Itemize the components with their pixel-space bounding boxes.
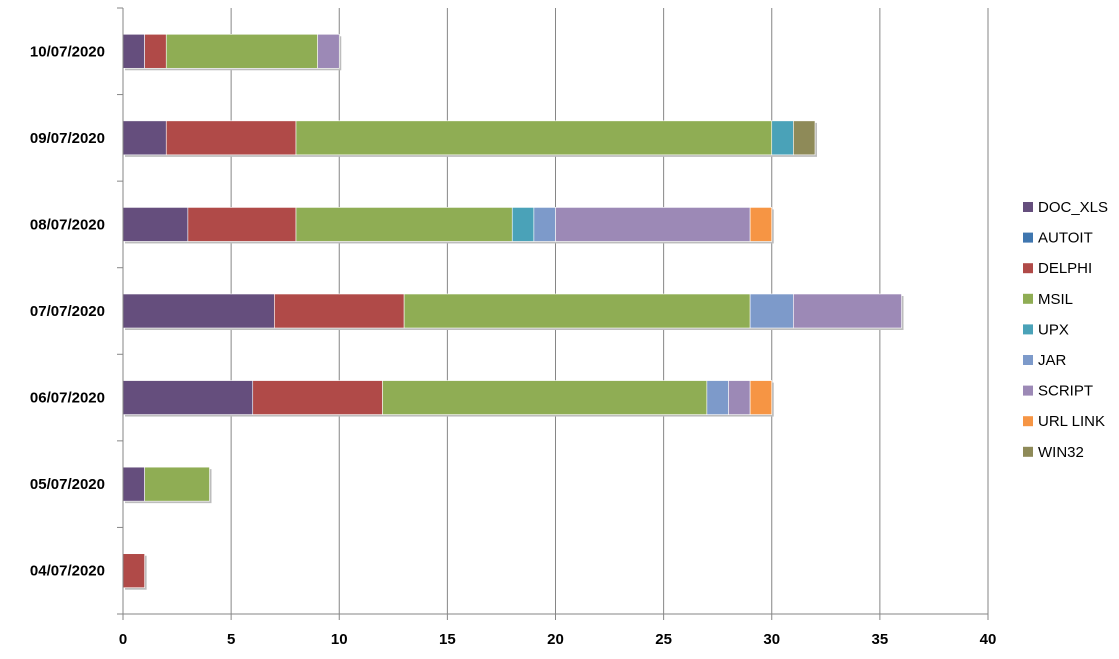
legend-label: MSIL xyxy=(1038,291,1073,308)
bar-segment-upx xyxy=(511,207,535,242)
legend: DOC_XLS AUTOIT DELPHI MSIL UPX JAR SCRIPT URL L… xyxy=(1023,199,1108,461)
category-label: 06/07/2020 xyxy=(30,390,105,407)
legend-swatch xyxy=(1023,355,1033,365)
category-label: 09/07/2020 xyxy=(30,130,105,147)
legend-swatch xyxy=(1023,416,1033,427)
legend-swatch xyxy=(1023,232,1033,243)
category-label: 08/07/2020 xyxy=(30,216,105,233)
x-tick-label: 25 xyxy=(655,631,672,648)
axes: 0 5 10 15 20 25 30 35 40 04/07/2020 05/07/2020 06/0… xyxy=(30,7,997,648)
bars xyxy=(122,33,904,590)
legend-label: UPX xyxy=(1038,321,1069,338)
legend-label: URL LINK xyxy=(1038,413,1105,430)
bar-segment-win32 xyxy=(793,120,816,156)
bar-segment-upx xyxy=(771,120,794,156)
legend-swatch xyxy=(1023,202,1033,212)
legend-label: WIN32 xyxy=(1038,444,1084,461)
category-label: 04/07/2020 xyxy=(30,563,105,580)
bar-segment-doc-xls xyxy=(122,293,275,329)
legend-swatch xyxy=(1023,263,1033,274)
x-tick-label: 40 xyxy=(980,631,997,648)
bar-segment-delphi xyxy=(165,120,297,156)
bar-segment-msil xyxy=(165,33,318,69)
category-label: 10/07/2020 xyxy=(30,43,105,60)
bar-segment-msil xyxy=(295,120,773,156)
bar-segment-delphi xyxy=(122,553,145,589)
bar-segment-msil xyxy=(295,207,513,242)
bar-segment-delphi xyxy=(274,293,405,329)
bar-segment-script xyxy=(317,33,340,69)
bar-segment-doc-xls xyxy=(122,33,145,69)
bar-segment-doc-xls xyxy=(122,120,167,156)
bar-segment-doc-xls xyxy=(122,380,254,415)
legend-label: AUTOIT xyxy=(1038,230,1093,247)
bar-segment-msil xyxy=(144,466,210,502)
legend-label: DOC_XLS xyxy=(1038,199,1108,216)
bar-segment-doc-xls xyxy=(122,466,145,502)
legend-label: SCRIPT xyxy=(1038,383,1093,400)
bar-segment-doc-xls xyxy=(122,207,189,242)
legend-swatch xyxy=(1023,324,1033,335)
x-tick-label: 30 xyxy=(763,631,780,648)
category-label: 07/07/2020 xyxy=(30,303,105,320)
bar-segment-script xyxy=(555,207,751,242)
bar-segment-script xyxy=(793,293,902,329)
x-tick-label: 0 xyxy=(119,631,127,648)
bar-segment-script xyxy=(728,380,751,415)
legend-swatch xyxy=(1023,446,1033,457)
x-tick-label: 10 xyxy=(331,631,348,648)
bar-segment-jar xyxy=(749,293,794,329)
bar-segment-delphi xyxy=(252,380,383,415)
x-tick-label: 20 xyxy=(547,631,564,648)
legend-label: DELPHI xyxy=(1038,260,1092,277)
x-tick-label: 5 xyxy=(227,631,235,648)
bar-segment-jar xyxy=(533,207,556,242)
legend-swatch xyxy=(1023,293,1033,304)
bar-segment-jar xyxy=(706,380,729,415)
legend-swatch xyxy=(1023,385,1033,396)
bar-segment-url-link xyxy=(749,207,773,242)
legend-label: JAR xyxy=(1038,352,1067,369)
x-tick-label: 35 xyxy=(872,631,889,648)
category-label: 05/07/2020 xyxy=(30,476,105,493)
x-tick-label: 15 xyxy=(439,631,456,648)
bar-segment-delphi xyxy=(187,207,297,242)
bar-segment-msil xyxy=(382,380,708,415)
bar-segment-delphi xyxy=(144,33,167,69)
bar-segment-msil xyxy=(403,293,751,329)
bar-segment-url-link xyxy=(749,380,773,415)
